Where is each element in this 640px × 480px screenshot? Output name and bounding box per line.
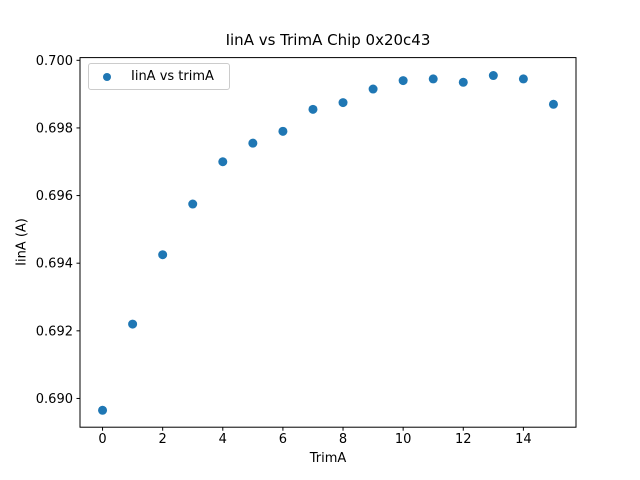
scatter-point — [158, 250, 168, 260]
scatter-point — [98, 405, 108, 415]
y-tick-label: 0.694 — [36, 257, 73, 272]
legend-marker-dot-icon — [103, 72, 111, 81]
x-tick-label: 10 — [395, 432, 412, 447]
scatter-point — [488, 71, 498, 81]
y-axis-label: IinA (A) — [14, 218, 30, 266]
scatter-point — [188, 199, 198, 209]
y-tick-label: 0.690 — [36, 392, 73, 407]
legend-series-label: IinA vs trimA — [131, 69, 214, 84]
y-tick-label: 0.696 — [36, 189, 73, 204]
scatter-point — [428, 74, 438, 84]
scatter-point — [308, 104, 318, 114]
scatter-point — [518, 74, 528, 84]
y-tick-label: 0.698 — [36, 121, 73, 136]
scatter-point — [548, 99, 558, 109]
scatter-point — [398, 76, 408, 86]
x-tick-label: 2 — [159, 432, 167, 447]
x-axis-label: TrimA — [309, 451, 347, 466]
x-tick-label: 6 — [279, 432, 287, 447]
scatter-point — [218, 157, 228, 167]
x-tick-label: 14 — [515, 432, 532, 447]
x-tick-label: 8 — [339, 432, 347, 447]
y-tick-label: 0.700 — [36, 54, 73, 69]
chart-title: IinA vs TrimA Chip 0x20c43 — [225, 31, 431, 49]
scatter-point — [248, 138, 258, 148]
scatter-point — [278, 126, 288, 136]
scatter-point — [368, 84, 378, 94]
scatter-point — [458, 77, 468, 87]
scatter-point — [338, 98, 348, 108]
legend: IinA vs trimA — [88, 63, 230, 90]
x-tick-label: 12 — [455, 432, 472, 447]
x-tick-label: 0 — [98, 432, 106, 447]
x-tick-label: 4 — [219, 432, 227, 447]
scatter-point — [128, 319, 138, 329]
axes-spines — [79, 57, 577, 428]
y-tick-label: 0.692 — [36, 324, 73, 339]
